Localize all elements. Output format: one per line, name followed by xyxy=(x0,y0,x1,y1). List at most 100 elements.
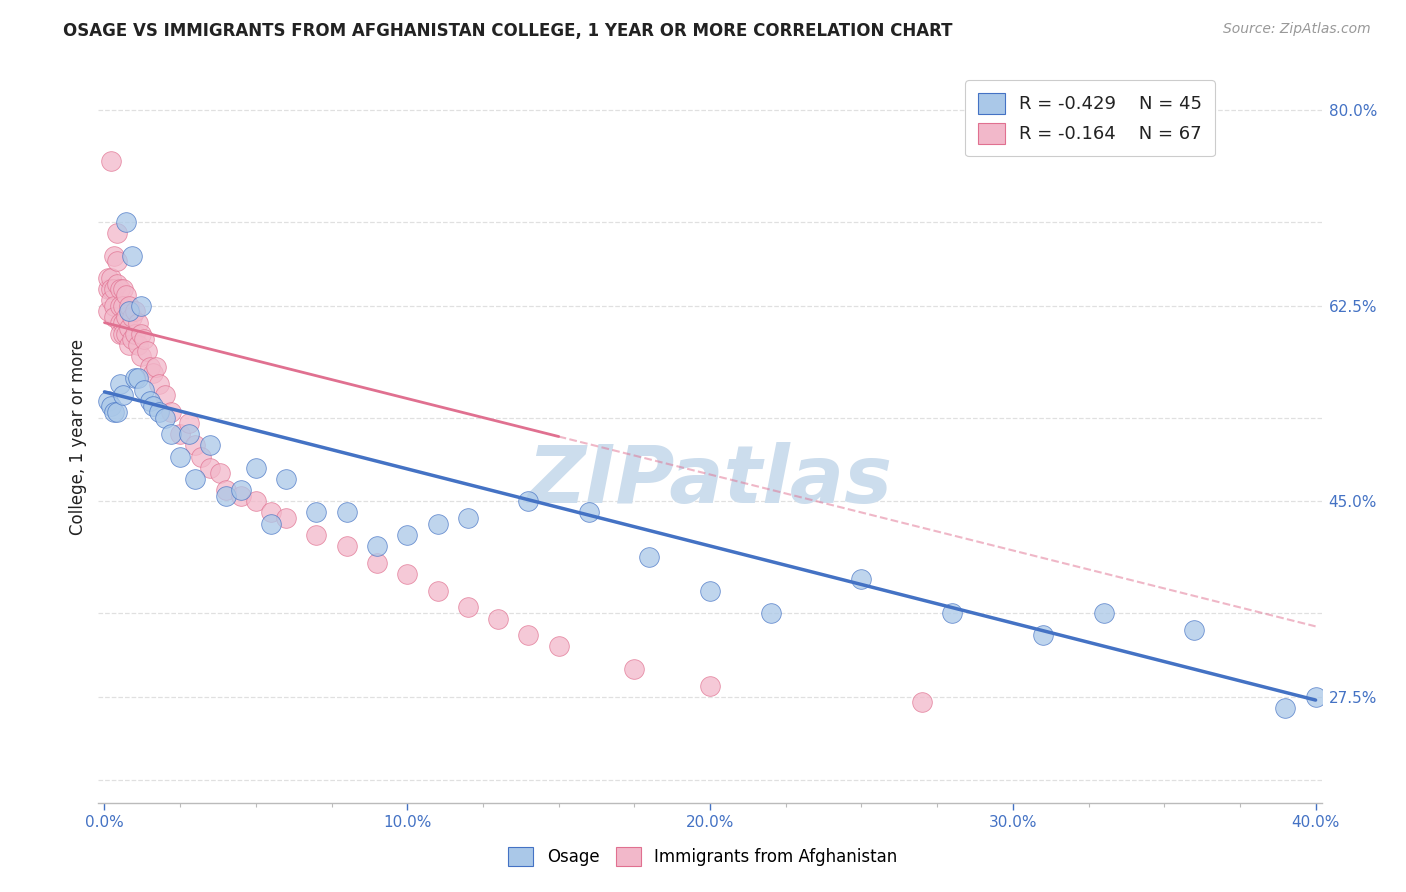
Point xyxy=(260,506,283,520)
Point xyxy=(124,371,146,385)
Point xyxy=(129,299,152,313)
Point xyxy=(103,282,125,296)
Point xyxy=(145,360,167,375)
Point xyxy=(578,506,600,520)
Point xyxy=(105,227,128,241)
Point xyxy=(229,483,252,497)
Point xyxy=(105,405,128,419)
Text: Source: ZipAtlas.com: Source: ZipAtlas.com xyxy=(1223,22,1371,37)
Point xyxy=(148,377,170,392)
Point xyxy=(108,299,131,313)
Point xyxy=(1032,628,1054,642)
Point xyxy=(111,299,134,313)
Point xyxy=(179,427,201,442)
Point xyxy=(179,416,201,430)
Point xyxy=(121,249,143,263)
Text: OSAGE VS IMMIGRANTS FROM AFGHANISTAN COLLEGE, 1 YEAR OR MORE CORRELATION CHART: OSAGE VS IMMIGRANTS FROM AFGHANISTAN COL… xyxy=(63,22,953,40)
Point xyxy=(118,304,141,318)
Point xyxy=(184,472,207,486)
Point xyxy=(1305,690,1327,704)
Point xyxy=(129,326,152,341)
Point xyxy=(200,460,222,475)
Point xyxy=(100,282,122,296)
Point xyxy=(103,249,125,263)
Point xyxy=(127,371,149,385)
Point xyxy=(114,310,136,324)
Point xyxy=(759,606,782,620)
Point xyxy=(96,304,118,318)
Point xyxy=(132,332,155,346)
Point xyxy=(457,600,479,615)
Point xyxy=(851,573,873,587)
Point xyxy=(108,282,131,296)
Point xyxy=(114,215,136,229)
Point xyxy=(132,383,155,397)
Point xyxy=(108,316,131,330)
Point xyxy=(517,628,540,642)
Point xyxy=(121,332,143,346)
Point xyxy=(336,506,359,520)
Point xyxy=(305,528,328,542)
Point xyxy=(396,566,419,581)
Point xyxy=(124,304,146,318)
Point xyxy=(139,393,162,408)
Point xyxy=(1274,701,1296,715)
Point xyxy=(105,277,128,291)
Point xyxy=(214,489,236,503)
Point xyxy=(111,388,134,402)
Point xyxy=(160,427,183,442)
Point xyxy=(276,472,298,486)
Point xyxy=(153,388,176,402)
Point xyxy=(366,539,388,553)
Point xyxy=(153,410,176,425)
Point xyxy=(103,299,125,313)
Point xyxy=(911,695,934,709)
Point xyxy=(103,310,125,324)
Point xyxy=(1092,606,1115,620)
Point xyxy=(160,405,183,419)
Legend: Osage, Immigrants from Afghanistan: Osage, Immigrants from Afghanistan xyxy=(502,840,904,873)
Point xyxy=(336,539,359,553)
Point xyxy=(623,662,645,676)
Point xyxy=(200,438,222,452)
Point xyxy=(260,516,283,531)
Point xyxy=(142,400,165,414)
Point xyxy=(208,467,231,481)
Point xyxy=(111,282,134,296)
Point xyxy=(118,299,141,313)
Point xyxy=(118,321,141,335)
Point xyxy=(457,511,479,525)
Point xyxy=(124,326,146,341)
Point xyxy=(105,254,128,268)
Point xyxy=(941,606,963,620)
Point xyxy=(190,450,212,464)
Point xyxy=(699,583,721,598)
Point xyxy=(699,679,721,693)
Point xyxy=(229,489,252,503)
Point xyxy=(184,438,207,452)
Point xyxy=(114,326,136,341)
Point xyxy=(245,460,267,475)
Point xyxy=(100,153,122,168)
Point xyxy=(118,338,141,352)
Point xyxy=(517,494,540,508)
Point xyxy=(169,427,191,442)
Point xyxy=(366,556,388,570)
Point xyxy=(114,287,136,301)
Point xyxy=(96,271,118,285)
Point xyxy=(426,583,449,598)
Point xyxy=(108,377,131,392)
Point xyxy=(142,366,165,380)
Point xyxy=(100,271,122,285)
Y-axis label: College, 1 year or more: College, 1 year or more xyxy=(69,339,87,535)
Point xyxy=(96,282,118,296)
Point xyxy=(426,516,449,531)
Point xyxy=(121,310,143,324)
Point xyxy=(638,550,661,565)
Point xyxy=(148,405,170,419)
Point xyxy=(139,360,162,375)
Point xyxy=(96,393,118,408)
Point xyxy=(100,293,122,308)
Point xyxy=(127,316,149,330)
Point xyxy=(1184,623,1206,637)
